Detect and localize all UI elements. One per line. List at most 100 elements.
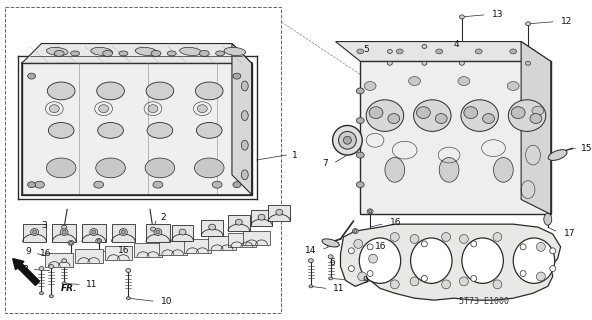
Ellipse shape [461, 100, 498, 132]
Ellipse shape [329, 277, 333, 280]
Polygon shape [521, 42, 551, 214]
Ellipse shape [96, 158, 126, 178]
Text: 8: 8 [22, 265, 28, 274]
Ellipse shape [121, 230, 126, 234]
Ellipse shape [396, 49, 403, 54]
Polygon shape [201, 220, 223, 236]
Ellipse shape [339, 132, 356, 149]
Ellipse shape [442, 280, 451, 289]
Ellipse shape [411, 238, 452, 284]
Ellipse shape [471, 241, 477, 247]
Ellipse shape [150, 227, 156, 231]
Text: 9: 9 [362, 276, 368, 285]
Ellipse shape [410, 277, 419, 286]
Ellipse shape [511, 107, 525, 118]
Ellipse shape [387, 50, 392, 53]
Ellipse shape [550, 248, 556, 254]
Ellipse shape [40, 292, 43, 295]
Ellipse shape [364, 82, 376, 91]
Polygon shape [22, 224, 46, 242]
Ellipse shape [92, 230, 96, 234]
Ellipse shape [494, 157, 513, 182]
Ellipse shape [197, 123, 222, 138]
Ellipse shape [442, 233, 451, 241]
Ellipse shape [356, 152, 364, 158]
Text: 15: 15 [581, 144, 592, 153]
Ellipse shape [536, 243, 545, 251]
Ellipse shape [530, 114, 542, 124]
Ellipse shape [349, 266, 355, 272]
Ellipse shape [70, 241, 73, 244]
Ellipse shape [439, 157, 459, 182]
Ellipse shape [96, 82, 124, 100]
Ellipse shape [233, 182, 241, 188]
Ellipse shape [46, 158, 76, 178]
Text: 16: 16 [390, 218, 401, 227]
Polygon shape [172, 225, 194, 241]
Polygon shape [105, 246, 132, 260]
Ellipse shape [200, 51, 209, 56]
Ellipse shape [520, 270, 526, 276]
Polygon shape [336, 42, 551, 61]
Text: 1: 1 [292, 151, 298, 160]
Text: 7: 7 [322, 159, 328, 168]
Text: 11: 11 [86, 280, 97, 289]
Ellipse shape [194, 158, 224, 178]
Ellipse shape [33, 230, 37, 234]
Ellipse shape [513, 238, 555, 284]
Ellipse shape [410, 235, 419, 244]
Ellipse shape [308, 259, 313, 263]
Ellipse shape [356, 117, 364, 124]
Ellipse shape [47, 82, 75, 100]
Ellipse shape [422, 241, 427, 247]
Polygon shape [228, 233, 256, 247]
Ellipse shape [49, 295, 53, 298]
Ellipse shape [544, 213, 552, 225]
Ellipse shape [475, 49, 482, 54]
Ellipse shape [459, 235, 468, 244]
Ellipse shape [209, 224, 215, 230]
Ellipse shape [98, 123, 123, 138]
Text: 2: 2 [160, 213, 166, 222]
Ellipse shape [102, 51, 112, 56]
Text: 16: 16 [118, 246, 130, 255]
Ellipse shape [153, 181, 163, 188]
Ellipse shape [49, 105, 59, 113]
Text: 11: 11 [333, 284, 344, 293]
Ellipse shape [482, 114, 494, 124]
Ellipse shape [46, 47, 68, 55]
Ellipse shape [322, 239, 339, 247]
Ellipse shape [414, 100, 451, 132]
Ellipse shape [532, 106, 544, 115]
Ellipse shape [356, 88, 364, 94]
Text: 6: 6 [330, 258, 336, 267]
Ellipse shape [435, 114, 447, 124]
Ellipse shape [96, 238, 102, 244]
Ellipse shape [49, 123, 74, 138]
Ellipse shape [526, 61, 530, 65]
Ellipse shape [333, 125, 362, 155]
Ellipse shape [99, 105, 108, 113]
Ellipse shape [62, 225, 67, 229]
Ellipse shape [459, 277, 468, 286]
Ellipse shape [62, 230, 66, 234]
Text: 3: 3 [41, 221, 47, 230]
Ellipse shape [536, 272, 545, 281]
Ellipse shape [408, 76, 420, 85]
Ellipse shape [471, 276, 477, 281]
Ellipse shape [212, 181, 222, 188]
Ellipse shape [195, 82, 223, 100]
Text: 17: 17 [564, 228, 575, 237]
Ellipse shape [354, 229, 357, 233]
Polygon shape [184, 239, 211, 253]
Ellipse shape [179, 229, 186, 235]
Ellipse shape [387, 61, 392, 65]
Ellipse shape [356, 182, 364, 188]
Text: 4: 4 [454, 40, 459, 49]
Ellipse shape [233, 73, 241, 79]
Ellipse shape [242, 140, 248, 150]
Ellipse shape [510, 49, 517, 54]
Text: 5: 5 [363, 45, 369, 54]
FancyArrow shape [13, 259, 40, 285]
Text: FR.: FR. [61, 284, 78, 293]
